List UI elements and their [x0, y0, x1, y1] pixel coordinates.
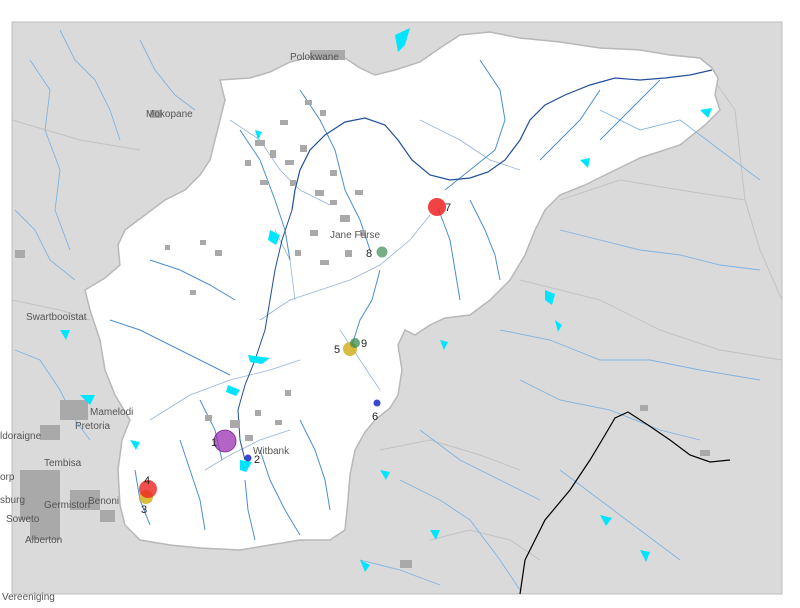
site-label-1: 1: [211, 437, 217, 449]
site-label-6: 6: [372, 411, 378, 423]
site-label-7: 7: [445, 202, 451, 214]
site-marker-7[interactable]: [428, 198, 446, 216]
international-border: [519, 411, 731, 595]
place-pretoria: Pretoria: [75, 421, 110, 432]
site-marker-9[interactable]: [350, 338, 360, 348]
main-river: [291, 69, 713, 211]
place-sburg: sburg: [0, 495, 25, 506]
site-markers[interactable]: 1 2 3 4 5 6 7 8 9: [139, 198, 451, 516]
place-jane-furse: Jane Furse: [330, 230, 380, 241]
subbasin-boundaries: [149, 119, 521, 471]
site-label-2: 2: [254, 454, 260, 466]
place-doraigne: ldoraigne: [0, 431, 42, 442]
place-germiston: Germiston: [44, 500, 90, 511]
site-marker-4[interactable]: [139, 480, 157, 498]
place-benoni: Benoni: [88, 496, 119, 507]
place-mamelodi: Mamelodi: [90, 407, 133, 418]
site-marker-1[interactable]: [213, 429, 237, 453]
place-witbank: Witbank: [253, 446, 290, 457]
site-marker-2[interactable]: [244, 454, 252, 462]
place-vereeniging: Vereeniging: [2, 592, 55, 603]
place-mokopane: Mokopane: [146, 109, 193, 120]
place-swartbooistat: Swartbooistat: [26, 312, 87, 323]
site-label-3: 3: [141, 504, 147, 516]
site-label-9: 9: [361, 338, 367, 350]
water-bodies: [60, 28, 712, 572]
place-labels: Polokwane Mokopane Jane Furse Swartboois…: [0, 52, 380, 603]
place-polokwane: Polokwane: [290, 52, 339, 63]
place-soweto: Soweto: [6, 514, 40, 525]
site-marker-8[interactable]: [376, 246, 388, 258]
catchment-area: [84, 31, 721, 551]
site-marker-6[interactable]: [373, 399, 381, 407]
site-label-4: 4: [144, 475, 150, 487]
site-label-8: 8: [366, 248, 372, 260]
urban-areas: [15, 50, 710, 568]
outside-region-boundaries: [11, 59, 783, 561]
outside-rivers: [14, 29, 761, 591]
place-alberton: Alberton: [25, 535, 62, 546]
place-tembisa: Tembisa: [44, 458, 82, 469]
place-orp: orp: [0, 472, 15, 483]
catchment-rivers: [109, 59, 661, 541]
site-label-5: 5: [334, 344, 340, 356]
